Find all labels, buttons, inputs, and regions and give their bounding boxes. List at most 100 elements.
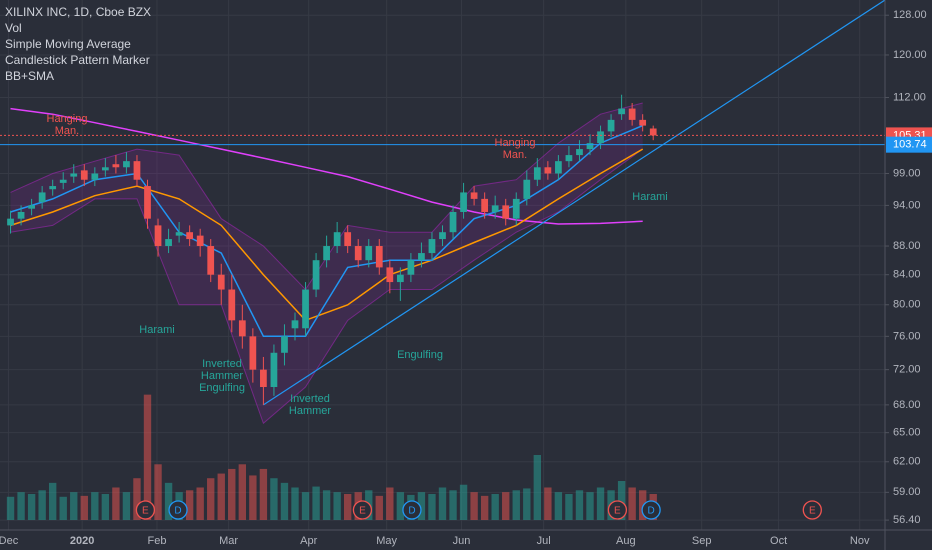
candle-body	[228, 289, 236, 321]
candle-body	[586, 143, 594, 150]
legend-item: Vol	[5, 21, 22, 35]
pattern-label: Hammer	[201, 370, 244, 382]
candle-body	[407, 260, 415, 275]
y-tick-label: 76.00	[893, 330, 921, 342]
volume-bar	[301, 492, 310, 520]
legend: XILINX INC, 1D, Cboe BZX Vol Simple Movi…	[5, 5, 151, 83]
y-tick-label: 59.00	[893, 486, 921, 498]
event-label: E	[359, 506, 366, 517]
volume-bar	[48, 482, 57, 520]
event-marker	[802, 500, 822, 520]
candle-body	[49, 186, 57, 190]
volume-bar	[554, 492, 563, 520]
x-tick-label: May	[376, 535, 397, 547]
x-tick-label: Jun	[453, 535, 471, 547]
candle-body	[565, 155, 573, 162]
candle-body	[91, 173, 99, 180]
candle-body	[533, 167, 541, 180]
event-label: D	[408, 506, 415, 517]
volume-bar	[322, 490, 331, 520]
candle-body	[291, 320, 299, 329]
volume-bar	[196, 487, 204, 520]
volume-bar	[617, 481, 626, 520]
pattern-label: Hanging	[47, 113, 88, 125]
x-tick-label: Nov	[850, 535, 870, 547]
candle-body	[323, 246, 330, 261]
volume-bar	[638, 490, 647, 520]
moving-average	[10, 148, 644, 322]
legend-item: Candlestick Pattern Marker	[5, 53, 150, 67]
volume-bar	[112, 487, 120, 520]
candle-body	[428, 239, 436, 254]
candle-body	[144, 186, 151, 219]
volume-bar	[533, 455, 542, 520]
axes: 56.40 59.00 62.00 65.00 68.00 72.00 76.00 80.00…	[0, 9, 932, 547]
candle-body	[165, 239, 172, 247]
volume-bar	[185, 490, 194, 520]
legend-item: Simple Moving Average	[5, 37, 131, 51]
volume-bar	[91, 492, 99, 520]
event-marker	[168, 500, 188, 520]
candle-body	[460, 192, 467, 212]
x-tick-label: Sep	[692, 535, 712, 547]
trendline	[263, 0, 885, 406]
candle-body	[365, 246, 373, 261]
x-tick-label: Aug	[616, 535, 636, 547]
volume-bar	[312, 486, 320, 520]
candle-body	[270, 352, 278, 388]
candle-body	[523, 179, 531, 199]
candle-body	[597, 131, 604, 144]
candle-body	[207, 246, 215, 275]
pattern-label: Harami	[632, 191, 667, 203]
candle-body	[512, 198, 520, 219]
candle-body	[112, 164, 120, 168]
y-tick-label: 84.00	[893, 269, 921, 281]
volume-bar	[343, 494, 352, 520]
volume-bar	[596, 487, 605, 520]
x-tick-label: Apr	[300, 535, 317, 547]
candle-body	[154, 225, 162, 247]
volume-bar	[217, 473, 225, 520]
event-label: E	[142, 506, 149, 517]
y-tick-label: 99.00	[893, 167, 921, 179]
moving-average	[10, 124, 643, 338]
volume-bar	[575, 490, 584, 520]
volume-bar	[470, 492, 478, 520]
x-tick-label: 2020	[70, 535, 94, 547]
volume-bar	[164, 482, 173, 520]
volume-bar	[333, 492, 341, 520]
volume-bar	[386, 487, 394, 520]
candle-body	[175, 232, 183, 236]
plot-area: HangingMan.HaramiInvertedHammerEngulfing…	[0, 0, 885, 520]
pattern-label: Hanging	[495, 137, 536, 149]
volume-bar	[133, 478, 141, 520]
event-marker	[352, 500, 373, 520]
pattern-label: Man.	[55, 125, 79, 137]
candle-body	[649, 128, 657, 136]
candle-body	[607, 119, 615, 132]
candle-body	[217, 274, 225, 290]
volume-bar	[17, 492, 25, 520]
y-tick-label: 72.00	[893, 364, 921, 376]
y-tick-label: 56.40	[893, 514, 921, 526]
volume-bar	[122, 492, 131, 520]
candle-body	[38, 192, 46, 203]
candle-body	[418, 253, 425, 261]
volume-bar	[396, 492, 405, 520]
volume-bar	[70, 492, 78, 520]
candle-body	[354, 246, 362, 261]
pattern-label: Engulfing	[397, 349, 443, 361]
volume-bar	[249, 475, 257, 520]
candle-body	[481, 198, 489, 212]
volume-bar	[228, 468, 236, 520]
candle-body	[28, 205, 35, 209]
volume-bar	[143, 394, 152, 520]
volume-bar	[291, 487, 299, 520]
volume-bar	[38, 490, 46, 520]
legend-item: BB+SMA	[5, 69, 54, 83]
candle-body	[260, 369, 267, 388]
candle-body	[555, 161, 562, 174]
y-tick-label: 94.00	[893, 199, 921, 211]
y-tick-label: 80.00	[893, 299, 921, 311]
